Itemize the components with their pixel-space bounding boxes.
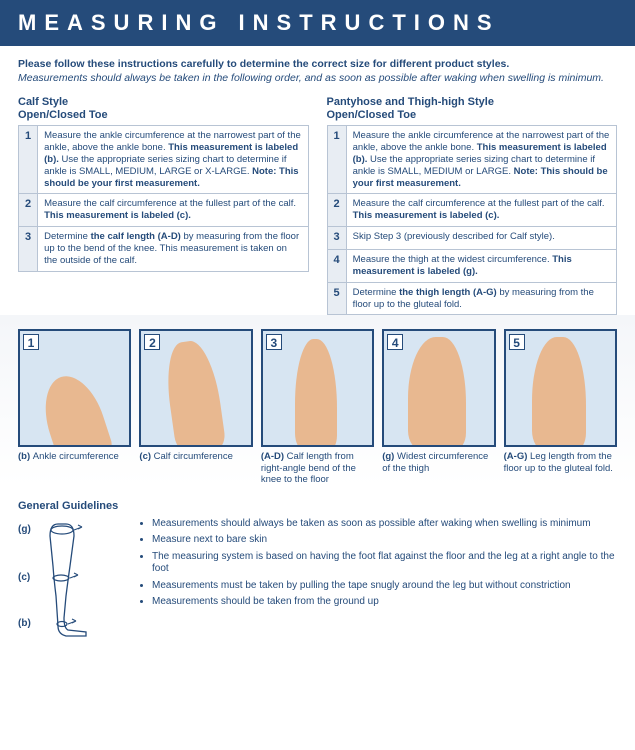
step-row: 2Measure the calf circumference at the f… xyxy=(327,194,617,227)
step-text: Determine the thigh length (A-G) by meas… xyxy=(346,282,616,315)
image-caption: (g) Widest circumference of the thigh xyxy=(382,451,495,474)
caption-label: (A-D) xyxy=(261,451,287,462)
guidelines-list: Measurements should always be taken as s… xyxy=(136,518,617,649)
leg-illustration xyxy=(408,337,466,447)
image-number: 4 xyxy=(387,334,403,350)
caption-label: (g) xyxy=(382,451,397,462)
pantyhose-column: Pantyhose and Thigh-high Style Open/Clos… xyxy=(327,96,618,315)
guideline-item: The measuring system is based on having … xyxy=(152,551,617,576)
leg-illustration xyxy=(162,338,227,447)
guidelines-title: General Guidelines xyxy=(18,500,617,512)
step-number: 3 xyxy=(327,227,346,250)
step-row: 4Measure the thigh at the widest circumf… xyxy=(327,249,617,282)
caption-text: Widest circumference of the thigh xyxy=(382,451,488,473)
calf-style-column: Calf Style Open/Closed Toe 1Measure the … xyxy=(18,96,309,315)
image-box: 2 xyxy=(139,329,252,447)
leg-diagram: (g) (c) (b) xyxy=(18,518,118,649)
image-box: 1 xyxy=(18,329,131,447)
image-box: 4 xyxy=(382,329,495,447)
step-row: 3Determine the calf length (A-D) by meas… xyxy=(19,227,309,272)
measurement-image-5: 5 (A-G) Leg length from the floor up to t… xyxy=(504,329,617,485)
step-number: 4 xyxy=(327,249,346,282)
calf-steps-table: 1Measure the ankle circumference at the … xyxy=(18,125,309,272)
caption-label: (A-G) xyxy=(504,451,530,462)
step-text: Measure the thigh at the widest circumfe… xyxy=(346,249,616,282)
step-number: 3 xyxy=(19,227,38,272)
step-number: 5 xyxy=(327,282,346,315)
step-row: 3Skip Step 3 (previously described for C… xyxy=(327,227,617,250)
pantyhose-steps-table: 1Measure the ankle circumference at the … xyxy=(327,125,618,315)
image-box: 3 xyxy=(261,329,374,447)
caption-text: Ankle circumference xyxy=(33,451,119,462)
step-text: Skip Step 3 (previously described for Ca… xyxy=(346,227,616,250)
step-number: 1 xyxy=(19,126,38,194)
caption-text: Calf circumference xyxy=(154,451,233,462)
guideline-item: Measurements should be taken from the gr… xyxy=(152,596,617,609)
leg-illustration xyxy=(295,339,337,447)
step-text: Measure the calf circumference at the fu… xyxy=(346,194,616,227)
image-caption: (A-G) Leg length from the floor up to th… xyxy=(504,451,617,474)
calf-title: Calf Style xyxy=(18,96,309,108)
measurement-image-1: 1 (b) Ankle circumference xyxy=(18,329,131,485)
main-content: Please follow these instructions careful… xyxy=(0,46,635,315)
step-number: 2 xyxy=(327,194,346,227)
image-box: 5 xyxy=(504,329,617,447)
image-number: 5 xyxy=(509,334,525,350)
intro-bold: Please follow these instructions careful… xyxy=(18,58,617,70)
calf-subtitle: Open/Closed Toe xyxy=(18,109,309,121)
intro-italic: Measurements should always be taken in t… xyxy=(18,72,617,84)
step-row: 1Measure the ankle circumference at the … xyxy=(327,126,617,194)
page-header: MEASURING INSTRUCTIONS xyxy=(0,0,635,46)
guideline-item: Measure next to bare skin xyxy=(152,534,617,547)
step-row: 2Measure the calf circumference at the f… xyxy=(19,194,309,227)
pantyhose-title: Pantyhose and Thigh-high Style xyxy=(327,96,618,108)
image-number: 3 xyxy=(266,334,282,350)
guideline-item: Measurements should always be taken as s… xyxy=(152,518,617,531)
image-caption: (c) Calf circumference xyxy=(139,451,252,462)
guideline-item: Measurements must be taken by pulling th… xyxy=(152,580,617,593)
step-text: Determine the calf length (A-D) by measu… xyxy=(38,227,308,272)
step-row: 1Measure the ankle circumference at the … xyxy=(19,126,309,194)
guidelines-section: General Guidelines (g) (c) (b) Measureme… xyxy=(0,486,635,659)
image-number: 1 xyxy=(23,334,39,350)
diagram-label-g: (g) xyxy=(18,524,31,535)
image-caption: (A-D) Calf length from right-angle bend … xyxy=(261,451,374,485)
image-caption: (b) Ankle circumference xyxy=(18,451,131,462)
step-number: 2 xyxy=(19,194,38,227)
measurement-image-3: 3 (A-D) Calf length from right-angle bend… xyxy=(261,329,374,485)
step-text: Measure the ankle circumference at the n… xyxy=(38,126,308,194)
diagram-label-c: (c) xyxy=(18,572,30,583)
caption-label: (b) xyxy=(18,451,33,462)
measurement-image-2: 2 (c) Calf circumference xyxy=(139,329,252,485)
images-row: 1 (b) Ankle circumference 2 (c) Calf circum… xyxy=(0,315,635,485)
image-number: 2 xyxy=(144,334,160,350)
leg-illustration xyxy=(532,337,586,447)
caption-label: (c) xyxy=(139,451,153,462)
step-row: 5Determine the thigh length (A-G) by mea… xyxy=(327,282,617,315)
step-number: 1 xyxy=(327,126,346,194)
step-text: Measure the calf circumference at the fu… xyxy=(38,194,308,227)
pantyhose-subtitle: Open/Closed Toe xyxy=(327,109,618,121)
step-text: Measure the ankle circumference at the n… xyxy=(346,126,616,194)
measurement-image-4: 4 (g) Widest circumference of the thigh xyxy=(382,329,495,485)
leg-illustration xyxy=(34,369,113,448)
diagram-label-b: (b) xyxy=(18,618,31,629)
